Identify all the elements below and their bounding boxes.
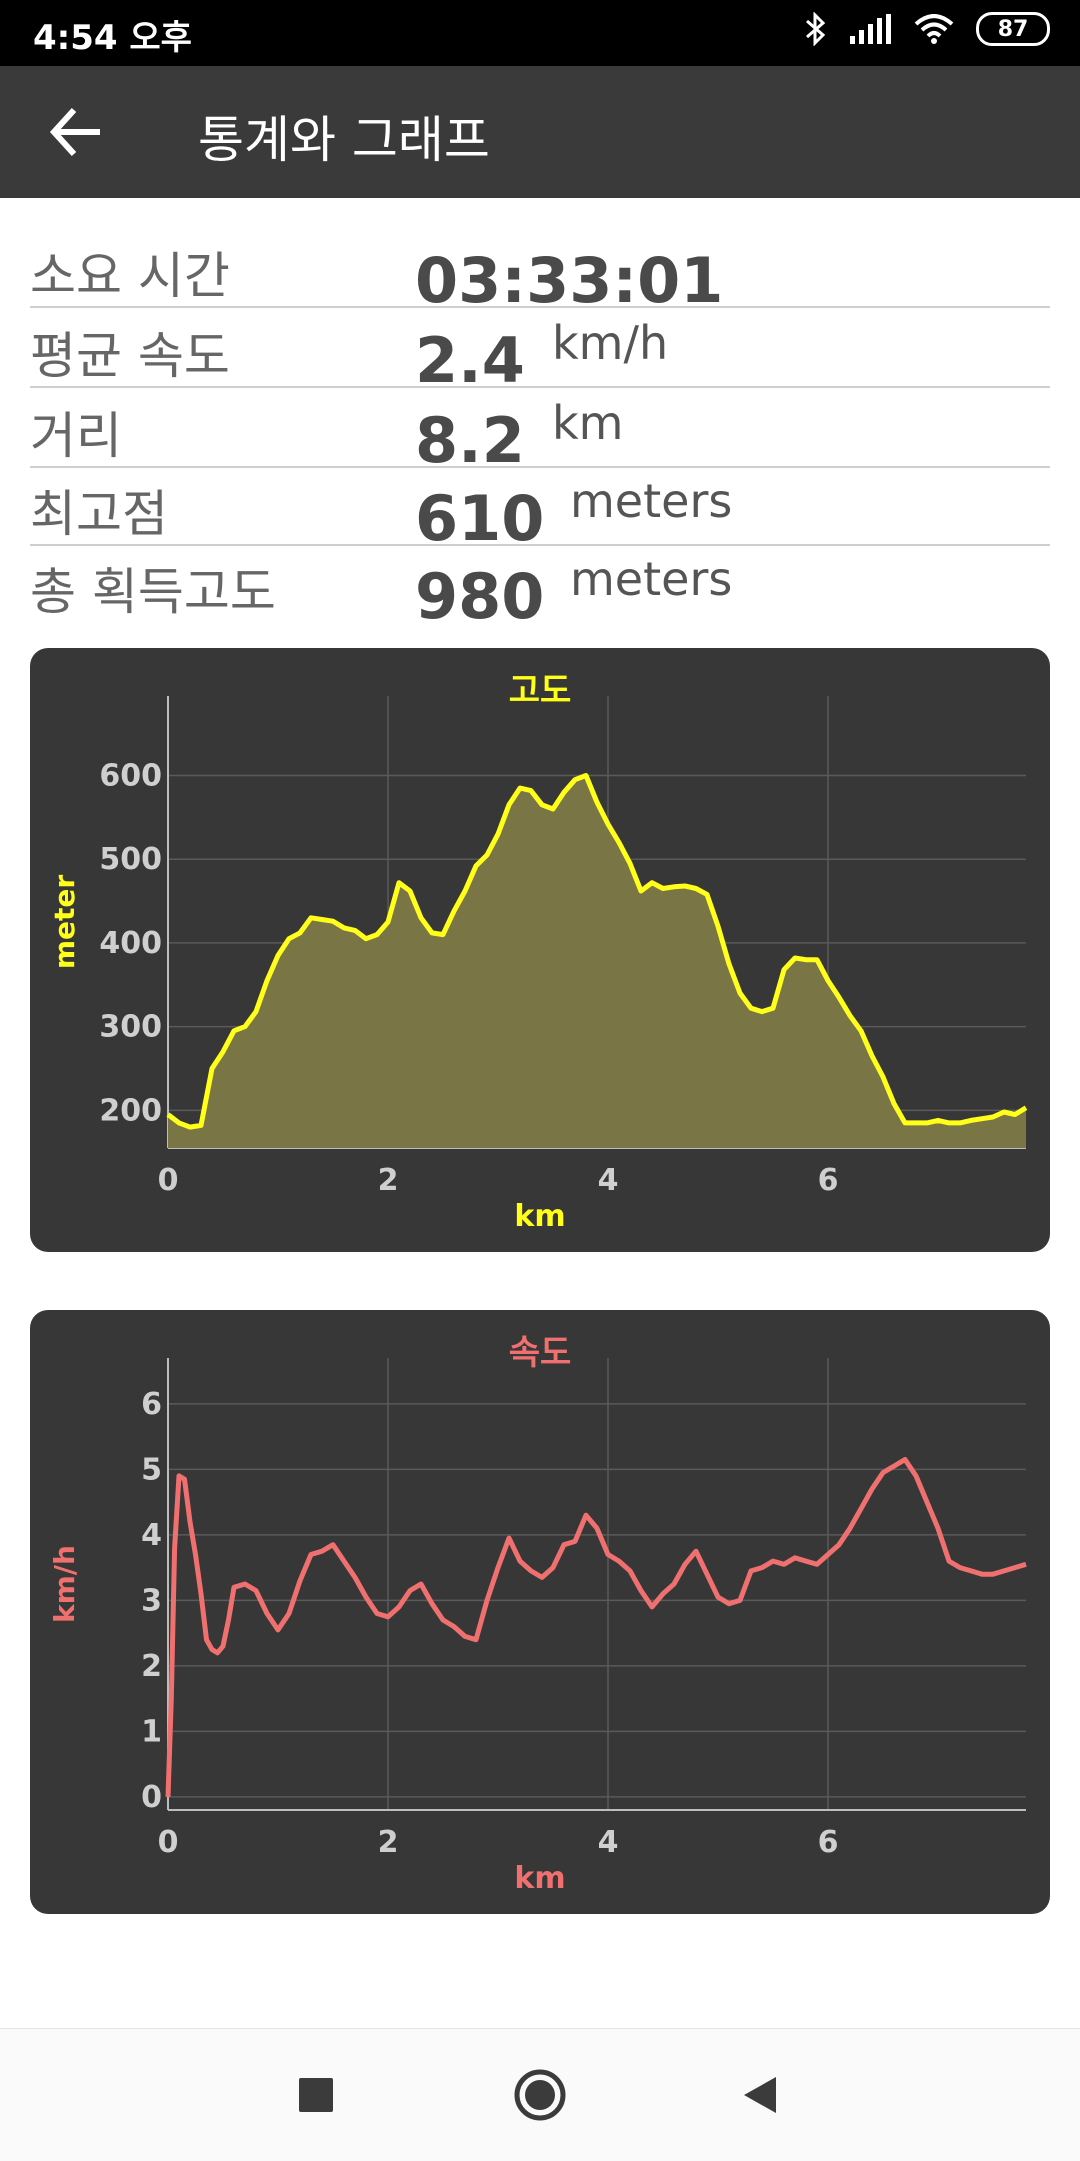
y-tick-label: 0 bbox=[141, 1780, 162, 1815]
stat-unit: km bbox=[552, 396, 624, 450]
stat-row-max-altitude: 최고점 610 meters bbox=[30, 466, 1050, 555]
x-tick-label: 4 bbox=[598, 1825, 619, 1860]
stat-value: 980 bbox=[415, 560, 545, 633]
page-title: 통계와 그래프 bbox=[198, 111, 490, 169]
stat-row-distance: 거리 8.2 km bbox=[30, 388, 1050, 477]
navigation-bar bbox=[0, 2028, 1080, 2161]
x-tick-label: 0 bbox=[158, 1163, 179, 1198]
stat-label: 거리 bbox=[30, 407, 122, 465]
stat-row-avg-speed: 평균 속도 2.4 km/h bbox=[30, 308, 1050, 397]
battery-icon: 87 bbox=[976, 12, 1050, 46]
stats-content: 소요 시간 03:33:01 평균 속도 2.4 km/h 거리 8.2 km … bbox=[0, 198, 1080, 2028]
recent-apps-button[interactable] bbox=[284, 2063, 348, 2127]
y-tick-label: 5 bbox=[141, 1452, 162, 1487]
back-icon bbox=[744, 2077, 776, 2113]
stat-unit: meters bbox=[570, 552, 733, 606]
altitude-chart: 0 2 4 6 200 300 400 500 600 고도 km meter bbox=[48, 671, 1028, 1234]
altitude-area bbox=[168, 775, 1026, 1148]
chart-title: 고도 bbox=[509, 671, 572, 711]
stat-value: 03:33:01 bbox=[415, 244, 724, 317]
y-tick-label: 1 bbox=[141, 1714, 162, 1749]
x-axis-label: km bbox=[514, 1199, 565, 1234]
stat-unit: km/h bbox=[552, 316, 669, 370]
stat-row-duration: 소요 시간 03:33:01 bbox=[30, 228, 1050, 317]
y-tick-label: 500 bbox=[99, 842, 162, 877]
y-axis-label: km/h bbox=[48, 1545, 81, 1623]
back-nav-button[interactable] bbox=[730, 2063, 794, 2127]
wifi-icon bbox=[914, 14, 954, 44]
status-time: 4:54 오후 bbox=[33, 18, 192, 58]
stat-value: 610 bbox=[415, 482, 545, 555]
speed-chart: 0 2 4 6 0 1 2 3 4 5 6 속도 km km/h bbox=[48, 1333, 1027, 1896]
y-tick-label: 200 bbox=[99, 1093, 162, 1128]
stat-label: 총 획득고도 bbox=[30, 563, 276, 621]
signal-icon bbox=[850, 14, 891, 44]
stat-label: 소요 시간 bbox=[30, 247, 230, 305]
altitude-line bbox=[166, 773, 1028, 1130]
x-axis-label: km bbox=[514, 1861, 565, 1896]
x-tick-label: 2 bbox=[378, 1825, 399, 1860]
y-tick-label: 2 bbox=[141, 1649, 162, 1684]
stat-label: 최고점 bbox=[30, 485, 168, 543]
bluetooth-icon bbox=[806, 12, 826, 46]
back-button[interactable] bbox=[44, 102, 110, 162]
x-tick-label: 2 bbox=[378, 1163, 399, 1198]
y-tick-label: 300 bbox=[99, 1010, 162, 1045]
arrow-left-icon bbox=[49, 107, 100, 157]
y-tick-label: 4 bbox=[141, 1518, 162, 1553]
stat-value: 2.4 bbox=[415, 324, 525, 397]
battery-level: 87 bbox=[997, 16, 1029, 42]
x-tick-label: 4 bbox=[598, 1163, 619, 1198]
home-icon bbox=[514, 2069, 566, 2121]
home-button[interactable] bbox=[508, 2063, 572, 2127]
stat-unit: meters bbox=[570, 474, 733, 528]
app-bar: 통계와 그래프 bbox=[0, 66, 1080, 198]
stat-label: 평균 속도 bbox=[30, 327, 230, 385]
recent-apps-icon bbox=[299, 2078, 333, 2112]
y-tick-label: 600 bbox=[99, 759, 162, 794]
y-tick-label: 6 bbox=[141, 1387, 162, 1422]
speed-chart-card: 0 2 4 6 0 1 2 3 4 5 6 속도 km km/h bbox=[30, 1310, 1050, 1914]
x-tick-label: 6 bbox=[818, 1163, 839, 1198]
stat-row-elevation-gain: 총 획득고도 980 meters bbox=[30, 544, 1050, 633]
chart-title: 속도 bbox=[509, 1333, 572, 1373]
y-tick-label: 400 bbox=[99, 926, 162, 961]
stat-value: 8.2 bbox=[415, 404, 525, 477]
x-tick-label: 0 bbox=[158, 1825, 179, 1860]
altitude-chart-card: 0 2 4 6 200 300 400 500 600 고도 km meter bbox=[30, 648, 1050, 1252]
y-axis-label: meter bbox=[48, 875, 81, 970]
status-bar: 4:54 오후 87 bbox=[0, 0, 1080, 66]
x-tick-label: 6 bbox=[818, 1825, 839, 1860]
status-icons: 87 bbox=[804, 12, 1050, 46]
y-tick-label: 3 bbox=[141, 1583, 162, 1618]
speed-line bbox=[165, 1457, 1027, 1797]
